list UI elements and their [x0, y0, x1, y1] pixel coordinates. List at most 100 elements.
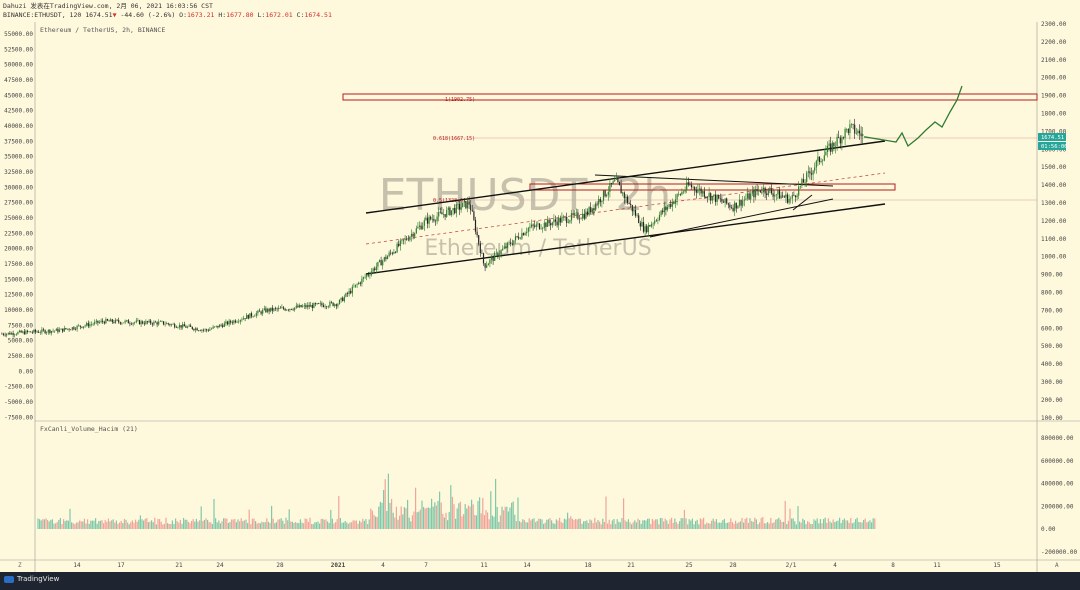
- volume-bar: [555, 519, 557, 529]
- volume-bar: [680, 518, 682, 529]
- volume-bar: [82, 521, 84, 529]
- candle-body: [801, 179, 803, 186]
- drawings[interactable]: 1(1902.75) 0.618(1667.15) 0.5(1328.61): [342, 93, 1038, 275]
- volume-bar: [306, 518, 308, 529]
- volume-bar: [98, 520, 100, 529]
- volume-bar: [842, 519, 844, 529]
- candle-body: [50, 331, 53, 333]
- candle-body: [175, 327, 177, 328]
- candle-body: [817, 156, 819, 161]
- volume-bar: [314, 522, 316, 529]
- candle-body: [614, 179, 616, 182]
- volume-bar: [631, 524, 633, 529]
- candle-body: [457, 204, 459, 205]
- candle-body: [570, 213, 573, 221]
- volume-axis[interactable]: 800000.00 600000.00 400000.00 200000.00 0.00…: [1041, 435, 1078, 556]
- volume-bar: [698, 524, 700, 529]
- volume-bar: [240, 518, 242, 529]
- volume-bar: [410, 521, 412, 529]
- candle-body: [590, 207, 592, 213]
- triangle-bottom-line[interactable]: [649, 198, 834, 238]
- candle-body: [487, 263, 489, 266]
- volume-title: FxCanli_Volume_Hacim (21): [40, 425, 138, 433]
- candle-body: [425, 217, 427, 221]
- volume-bar: [344, 521, 346, 529]
- volume-bar: [656, 519, 658, 529]
- candle-body: [606, 194, 608, 197]
- axis-corner-right[interactable]: A: [1055, 562, 1059, 569]
- candle-body: [401, 239, 403, 241]
- candle-body: [494, 253, 496, 261]
- resistance-zone-box[interactable]: [529, 183, 896, 191]
- volume-bar: [424, 508, 426, 529]
- candle-body: [582, 213, 584, 219]
- candle-body: [766, 193, 768, 196]
- tradingview-logo[interactable]: TradingView: [4, 575, 59, 583]
- candle-body: [684, 189, 686, 192]
- candle-body: [546, 219, 549, 227]
- volume-bar: [528, 518, 530, 529]
- axis-corner-left[interactable]: Z: [18, 562, 22, 569]
- volume-bar: [685, 518, 687, 529]
- volume-bar: [472, 504, 474, 529]
- volume-bar: [258, 522, 260, 529]
- candle-body: [713, 194, 715, 196]
- volume-bar: [669, 519, 671, 529]
- volume-bar: [651, 518, 653, 529]
- volume-bar: [826, 522, 828, 529]
- candle-body: [58, 329, 61, 332]
- volume-bar: [744, 518, 746, 529]
- candle-body: [310, 304, 312, 307]
- candle-body: [854, 124, 856, 134]
- volume-bar: [232, 519, 234, 529]
- breakout-line[interactable]: [792, 194, 813, 211]
- candle-body: [162, 321, 165, 325]
- candle-body: [636, 215, 638, 216]
- volume-bar: [184, 519, 186, 529]
- candle-body: [286, 309, 288, 311]
- candle-body: [762, 187, 765, 193]
- candle-body: [324, 306, 326, 308]
- right-price-axis[interactable]: 2300.00 2200.00 2100.00 2000.00 1900.00 1800.…: [1041, 21, 1067, 422]
- candle-body: [278, 307, 280, 310]
- candle-body: [193, 329, 195, 331]
- volume-bar: [637, 518, 639, 529]
- triangle-top-line[interactable]: [594, 174, 834, 187]
- volume-bar: [735, 520, 737, 529]
- candle-body: [663, 207, 665, 213]
- volume-bar: [432, 506, 434, 529]
- candle-body: [73, 327, 75, 330]
- left-price-axis[interactable]: 55000.00 52500.00 50000.00 47500.00 45000.00…: [4, 31, 33, 421]
- right-axis-tick: 200.00: [1041, 397, 1063, 404]
- candle-body: [470, 204, 472, 211]
- last-price-badge-text: 1674.51: [1041, 135, 1064, 141]
- candle-body: [446, 209, 448, 217]
- volume-bar: [587, 522, 589, 529]
- time-axis[interactable]: 14 17 21 24 28 2021 4 7 11 14 18 21 25 28 2/1 4 8 11 15: [73, 562, 1001, 569]
- volume-bar: [135, 519, 137, 529]
- right-axis-tick: 900.00: [1041, 272, 1063, 279]
- candle-body: [351, 286, 353, 294]
- target-zone-box[interactable]: [342, 93, 1038, 101]
- volume-bar: [531, 519, 533, 529]
- projection-path[interactable]: [863, 85, 963, 148]
- candle-body: [63, 328, 65, 332]
- volume-bar: [250, 524, 252, 529]
- volume-bar: [667, 523, 669, 529]
- candle-body: [2, 333, 5, 335]
- channel-upper-line[interactable]: [365, 140, 886, 214]
- volume-bar: [397, 519, 399, 529]
- volume-bar: [603, 522, 605, 529]
- candle-body: [438, 211, 440, 217]
- candle-body: [641, 222, 643, 227]
- volume-bar: [851, 523, 853, 529]
- volume-bar: [349, 522, 351, 529]
- channel-lower-line[interactable]: [365, 203, 886, 275]
- volume-bar: [451, 496, 453, 529]
- price-chart[interactable]: Ethereum / TetherUS, 2h, BINANCE ETHUSDT…: [0, 0, 1080, 572]
- volume-bar: [219, 523, 221, 529]
- candle-body: [44, 330, 46, 334]
- candle-body: [785, 194, 787, 198]
- candle-body: [860, 133, 862, 137]
- volume-bar: [576, 519, 578, 529]
